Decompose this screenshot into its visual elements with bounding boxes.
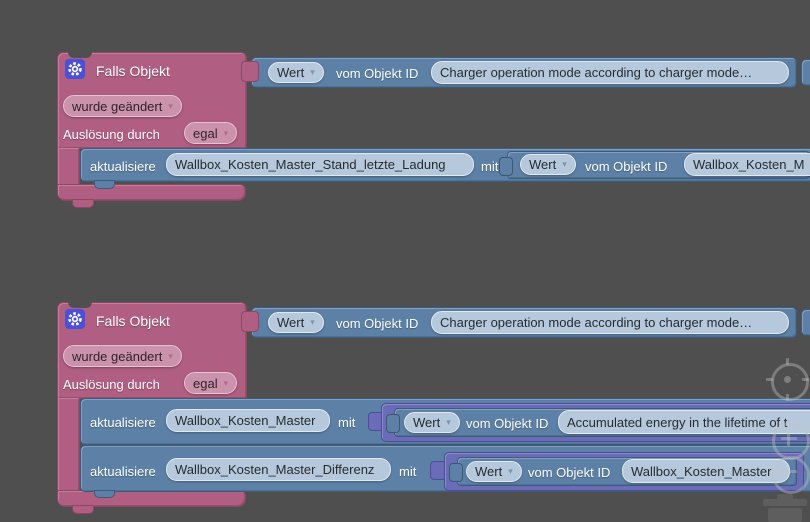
wert-dropdown-label: Wert <box>277 315 305 330</box>
state-id-text: Wallbox_Kosten_Master <box>175 413 316 428</box>
gear-icon[interactable] <box>65 309 85 329</box>
aktualisiere-label: aktualisiere <box>90 159 156 174</box>
zoom-reset-tick <box>766 378 773 381</box>
wert-dropdown[interactable]: Wert ▾ <box>520 154 576 175</box>
wert-dropdown[interactable]: Wert ▾ <box>268 62 324 83</box>
chevron-down-icon: ▾ <box>310 67 315 77</box>
chevron-down-icon: ▾ <box>508 466 513 476</box>
chevron-down-icon: ▾ <box>310 317 315 327</box>
previous-connector-notch <box>68 51 92 58</box>
wert-dropdown-label: Wert <box>277 65 305 80</box>
vom-objekt-id-label: vom Objekt ID <box>585 159 668 174</box>
block-title: Falls Objekt <box>96 313 170 329</box>
mit-label: mit <box>338 415 356 430</box>
state-id-text: Wallbox_Kosten_Master_Stand_letzte_Ladun… <box>175 157 446 172</box>
object-id-text: Wallbox_Kosten_M <box>693 157 805 172</box>
chevron-down-icon: ▾ <box>168 350 173 361</box>
trash-icon[interactable] <box>768 508 802 522</box>
object-id-text: Charger operation mode according to char… <box>440 315 753 330</box>
block-title: Falls Objekt <box>96 63 170 79</box>
object-id-field[interactable]: Accumulated energy in the lifetime of t <box>558 410 810 434</box>
chevron-down-icon: ▾ <box>168 100 173 111</box>
zoom-reset-tick <box>786 358 789 365</box>
next-connector-tab <box>72 199 94 208</box>
zoom-reset-tick <box>802 378 809 381</box>
state-id-field[interactable]: Wallbox_Kosten_Master_Stand_letzte_Ladun… <box>166 153 474 176</box>
state-id-field[interactable]: Wallbox_Kosten_Master <box>166 409 330 432</box>
object-id-text: Charger operation mode according to char… <box>440 65 753 80</box>
trash-icon[interactable] <box>763 499 807 506</box>
wert-dropdown-label: Wert <box>413 415 441 430</box>
mit-label: mit <box>399 464 417 479</box>
chevron-down-icon: ▾ <box>223 377 229 388</box>
clipped-next-block[interactable] <box>801 309 810 336</box>
changed-dropdown[interactable]: wurde geändert ▾ <box>63 345 182 367</box>
object-id-text: Wallbox_Kosten_Master <box>631 463 772 479</box>
gear-icon[interactable] <box>65 59 85 79</box>
state-id-text: Wallbox_Kosten_Master_Differenz <box>175 462 375 477</box>
zoom-in-icon[interactable] <box>772 422 810 460</box>
chevron-down-icon: ▾ <box>223 127 229 138</box>
zoom-reset-tick <box>786 394 789 401</box>
aktualisiere-label: aktualisiere <box>90 415 156 430</box>
zoom-out-icon[interactable] <box>772 456 810 494</box>
previous-connector-notch <box>68 301 92 308</box>
object-id-field[interactable]: Charger operation mode according to char… <box>431 311 789 334</box>
trigger-mode-dropdown[interactable]: egal ▾ <box>184 372 238 394</box>
value-connector-tab <box>241 311 259 332</box>
object-id-field[interactable]: Wallbox_Kosten_M <box>684 153 810 176</box>
vom-objekt-id-label: vom Objekt ID <box>528 465 611 480</box>
clipped-next-block[interactable] <box>801 59 810 86</box>
object-id-text: Accumulated energy in the lifetime of t <box>567 414 788 430</box>
trigger-by-label: Auslösung durch <box>63 127 160 142</box>
trash-icon[interactable] <box>777 494 793 500</box>
vom-objekt-id-label: vom Objekt ID <box>466 416 549 431</box>
wert-dropdown-label: Wert <box>475 464 503 479</box>
value-connector-tab <box>241 61 259 82</box>
zoom-out-minus <box>781 470 797 473</box>
chevron-down-icon: ▾ <box>562 159 567 169</box>
falls-objekt-left-rail[interactable] <box>57 398 80 494</box>
trigger-by-label: Auslösung durch <box>63 377 160 392</box>
object-id-field[interactable]: Charger operation mode according to char… <box>431 61 789 84</box>
zoom-in-plus <box>781 437 797 440</box>
trigger-mode-label: egal <box>193 125 218 141</box>
statement-next-tab <box>94 490 115 498</box>
mit-label: mit <box>481 159 499 174</box>
statement-next-tab <box>94 180 115 189</box>
chevron-down-icon: ▾ <box>446 417 451 427</box>
wert-dropdown[interactable]: Wert ▾ <box>404 412 460 433</box>
vom-objekt-id-label: vom Objekt ID <box>336 316 419 331</box>
trigger-mode-dropdown[interactable]: egal ▾ <box>184 122 238 144</box>
zoom-reset-icon[interactable] <box>771 363 809 401</box>
falls-objekt-left-rail[interactable] <box>57 148 80 188</box>
aktualisiere-label: aktualisiere <box>90 464 156 479</box>
state-id-field[interactable]: Wallbox_Kosten_Master_Differenz <box>166 458 391 481</box>
changed-dropdown-label: wurde geändert <box>72 98 163 114</box>
trigger-mode-label: egal <box>193 375 218 391</box>
wert-dropdown[interactable]: Wert ▾ <box>268 312 324 333</box>
zoom-reset-dot <box>784 376 791 383</box>
changed-dropdown[interactable]: wurde geändert ▾ <box>63 95 182 117</box>
vom-objekt-id-label: vom Objekt ID <box>336 66 419 81</box>
object-id-field[interactable]: Wallbox_Kosten_Master <box>622 459 790 483</box>
zoom-in-plus <box>787 430 790 446</box>
changed-dropdown-label: wurde geändert <box>72 348 163 364</box>
wert-dropdown[interactable]: Wert ▾ <box>466 461 522 482</box>
next-connector-tab <box>72 505 94 514</box>
wert-dropdown-label: Wert <box>529 157 557 172</box>
